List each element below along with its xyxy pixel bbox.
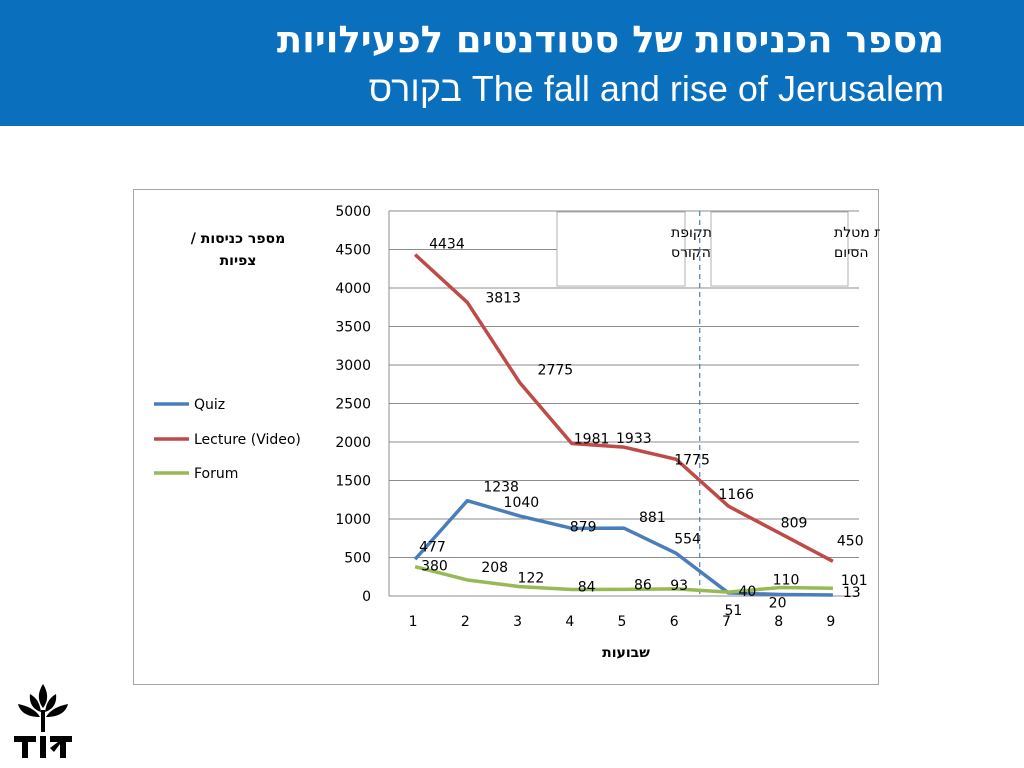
x-axis-label: שבועות bbox=[602, 645, 650, 661]
lecture-data-label: 3813 bbox=[485, 290, 521, 306]
forum-data-label: 110 bbox=[773, 573, 800, 589]
forum-data-label: 122 bbox=[518, 571, 545, 587]
quiz-data-label: 20 bbox=[769, 595, 787, 611]
y-tick-label: 0 bbox=[362, 589, 371, 605]
annotation-box bbox=[556, 211, 686, 287]
forum-data-label: 380 bbox=[421, 559, 448, 575]
x-tick-label: 6 bbox=[670, 614, 679, 630]
page-subtitle: The fall and rise of Jerusalem בקורס bbox=[368, 68, 944, 109]
lecture-line bbox=[413, 253, 834, 563]
x-tick-label: 4 bbox=[565, 614, 574, 630]
quiz-data-label: 477 bbox=[419, 539, 446, 555]
forum-data-label: 101 bbox=[841, 573, 868, 589]
legend-label-quiz: Quiz bbox=[194, 397, 225, 413]
quiz-data-label: 554 bbox=[674, 531, 701, 547]
quiz-line bbox=[413, 498, 833, 597]
y-tick-label: 1500 bbox=[335, 474, 371, 490]
lecture-data-label: 450 bbox=[837, 533, 864, 549]
y-axis-label: מספר כניסות / צפיות bbox=[191, 231, 285, 269]
annotation-text: תקופת הקורס bbox=[671, 225, 712, 261]
lecture-data-label: 809 bbox=[781, 516, 808, 532]
forum-data-label: 51 bbox=[724, 603, 742, 619]
quiz-data-label: 1040 bbox=[504, 495, 540, 511]
x-tick-label: 9 bbox=[826, 614, 835, 630]
chart-frame: 0 500 1000 1500 2000 2500 3000 3500 4000 4500 5000… bbox=[133, 189, 915, 685]
y-tick-label: 3500 bbox=[335, 320, 371, 336]
y-tick-label: 4500 bbox=[335, 243, 371, 259]
forum-line bbox=[414, 565, 833, 594]
legend-label-lecture: Lecture (Video) bbox=[194, 432, 301, 448]
y-tick-label: 1000 bbox=[335, 512, 371, 528]
forum-data-label: 86 bbox=[634, 577, 652, 593]
forum-data-label: 84 bbox=[578, 580, 596, 596]
y-tick-label: 2500 bbox=[335, 397, 371, 413]
page-title: מספר הכניסות של סטודנטים לפעילויות bbox=[276, 18, 944, 61]
y-tick-label: 4000 bbox=[335, 281, 371, 297]
y-tick-label: 2000 bbox=[335, 435, 371, 451]
university-emblem-icon bbox=[10, 680, 76, 760]
quiz-data-label: 881 bbox=[639, 510, 666, 526]
quiz-data-label: 13 bbox=[843, 585, 861, 601]
y-tick-label: 500 bbox=[344, 551, 371, 567]
line-chart: 0 500 1000 1500 2000 2500 3000 3500 4000 4500 5000… bbox=[154, 204, 915, 661]
quiz-data-label: 40 bbox=[738, 584, 756, 600]
lecture-data-label: 1981 bbox=[574, 431, 610, 447]
annotation-box bbox=[710, 211, 849, 287]
x-tick-label: 2 bbox=[461, 614, 470, 630]
legend-label-forum: Forum bbox=[194, 466, 238, 482]
x-tick-label: 3 bbox=[513, 614, 522, 630]
y-tick-label: 5000 bbox=[335, 204, 371, 220]
x-tick-label: 8 bbox=[774, 614, 783, 630]
lecture-data-label: 1775 bbox=[674, 452, 710, 468]
x-tick-label: 5 bbox=[618, 614, 627, 630]
quiz-data-label: 1238 bbox=[483, 480, 519, 496]
lecture-data-label: 1933 bbox=[616, 431, 652, 447]
x-tick-label: 7 bbox=[722, 614, 731, 630]
forum-data-label: 208 bbox=[481, 560, 508, 576]
quiz-data-label: 879 bbox=[570, 519, 597, 535]
lecture-data-label: 2775 bbox=[538, 362, 574, 378]
lecture-data-label: 1166 bbox=[718, 487, 754, 503]
y-tick-label: 3000 bbox=[335, 358, 371, 374]
x-tick-label: 1 bbox=[409, 614, 418, 630]
forum-data-label: 93 bbox=[670, 578, 688, 594]
lecture-data-label: 4434 bbox=[429, 237, 465, 253]
title-banner: מספר הכניסות של סטודנטים לפעילויות The f… bbox=[0, 0, 1024, 126]
